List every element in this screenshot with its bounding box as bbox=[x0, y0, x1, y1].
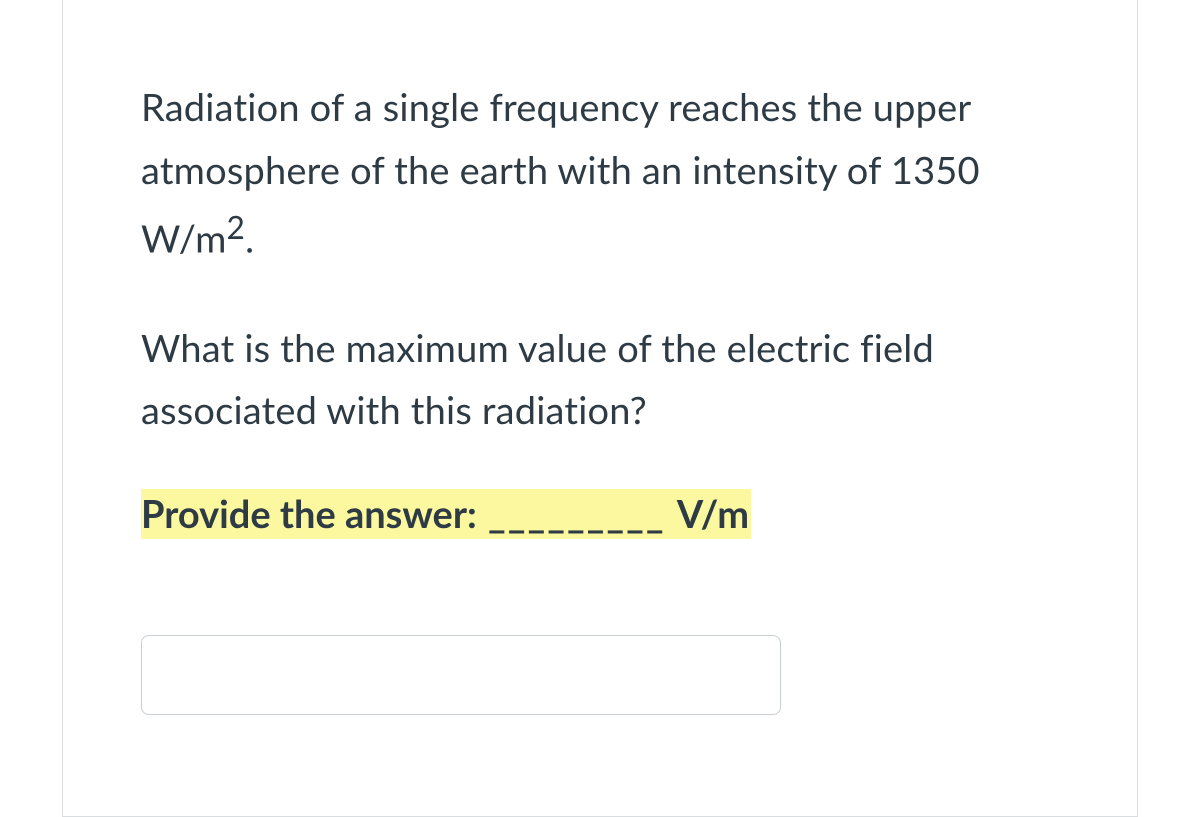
answer-prompt-label: Provide the answer: bbox=[141, 491, 477, 537]
answer-input[interactable] bbox=[141, 635, 781, 715]
paragraph1-superscript: 2 bbox=[227, 208, 246, 246]
answer-blank: _________ bbox=[477, 491, 677, 537]
question-card: Radiation of a single frequency reaches … bbox=[62, 0, 1138, 817]
answer-prompt-line: Provide the answer: _________ V/m bbox=[141, 484, 1059, 545]
paragraph1-text-pre: Radiation of a single frequency reaches … bbox=[141, 84, 980, 262]
paragraph1-text-post: . bbox=[245, 216, 254, 262]
question-paragraph-1: Radiation of a single frequency reaches … bbox=[141, 76, 1059, 271]
question-paragraph-2: What is the maximum value of the electri… bbox=[141, 317, 1059, 442]
answer-unit: V/m bbox=[677, 491, 749, 537]
